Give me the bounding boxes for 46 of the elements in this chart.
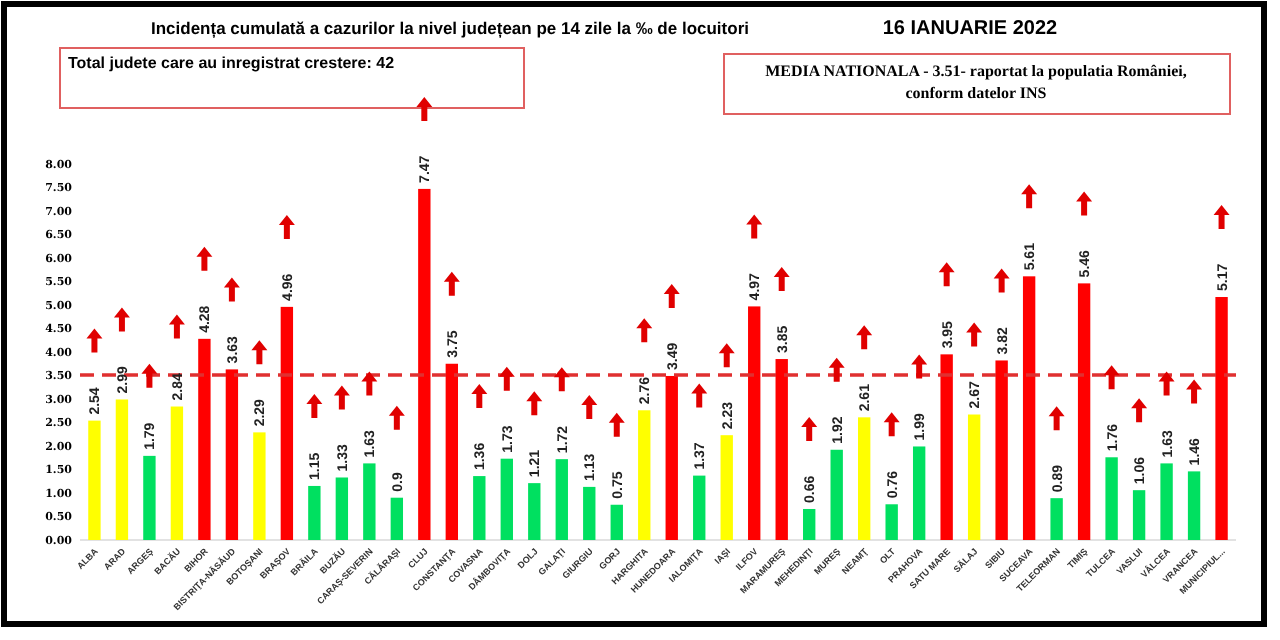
bar	[1187, 471, 1201, 540]
bar	[115, 399, 129, 540]
text: Total judete care au inregistrat crestere: 42	[68, 54, 396, 72]
bar	[995, 360, 1008, 540]
bar	[225, 369, 239, 540]
bar	[775, 359, 788, 540]
bar	[335, 477, 349, 540]
bar	[280, 306, 294, 540]
bar	[143, 455, 156, 540]
bar	[940, 354, 953, 540]
text: MEDIA NATIONALA - 3.51- raportat la populatia României, conform datelor INS	[765, 62, 1187, 102]
bar	[858, 417, 871, 540]
bar	[500, 458, 513, 540]
bar	[583, 486, 596, 540]
bar	[170, 406, 184, 540]
chart-subtitle: 16 IANUARIE 2022	[882, 18, 1059, 40]
bar	[720, 435, 733, 540]
bar	[198, 338, 211, 540]
bar	[1050, 498, 1063, 540]
bar	[1215, 297, 1228, 540]
bar	[1105, 457, 1118, 540]
chart-title: Incidența cumulată a cazurilor la nivel județean pe 14 zile la ‰ de locuitori	[150, 18, 750, 38]
bar	[748, 306, 761, 540]
bar	[1077, 283, 1091, 540]
bar	[885, 504, 898, 540]
bar	[363, 463, 376, 540]
bar	[390, 497, 404, 540]
bar	[418, 188, 431, 540]
bar	[803, 508, 816, 540]
bar	[1132, 490, 1146, 540]
bar	[555, 459, 568, 540]
bar	[967, 414, 981, 540]
bar	[1160, 463, 1173, 540]
bar	[610, 504, 623, 540]
bar	[445, 363, 458, 540]
bar	[830, 449, 843, 540]
bar	[638, 410, 651, 540]
bar	[665, 375, 678, 540]
bar	[693, 475, 706, 540]
bar	[88, 420, 101, 540]
bar	[528, 483, 541, 540]
bar	[912, 446, 926, 540]
bar	[308, 485, 321, 540]
bar	[253, 432, 266, 540]
bar	[473, 476, 486, 540]
bar	[1022, 276, 1036, 540]
